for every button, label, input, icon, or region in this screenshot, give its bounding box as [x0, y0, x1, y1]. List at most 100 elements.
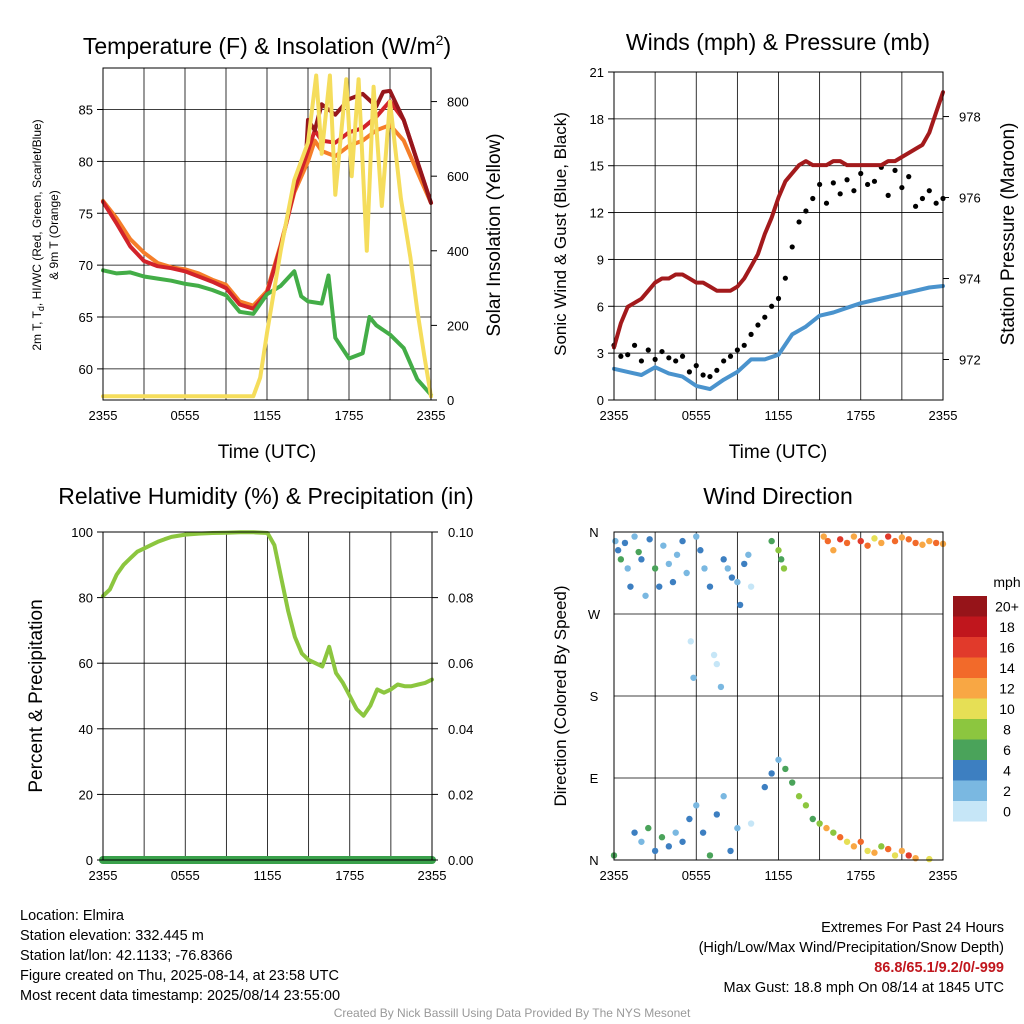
direction-point: [720, 556, 727, 563]
direction-point: [697, 547, 704, 554]
gust-point: [769, 303, 775, 309]
gust-point: [906, 174, 912, 180]
direction-point: [679, 838, 686, 845]
direction-point: [891, 852, 899, 859]
direction-point: [638, 838, 645, 845]
speed-legend-swatch: [953, 637, 987, 658]
x-tick-label: 0555: [682, 408, 711, 423]
temperature-ticks: 2355 0555 1155 1755 2355 60 65 70 75 80 85 0 200 400 6…: [79, 95, 469, 423]
direction-point: [720, 793, 727, 800]
y-tick-label: 21: [590, 65, 604, 80]
gust-point: [707, 373, 713, 380]
speed-legend-swatch: [953, 739, 987, 760]
direction-point: [687, 638, 694, 645]
extremes-subtitle: (High/Low/Max Wind/Precipitation/Snow De…: [698, 940, 1004, 956]
gust-point: [734, 347, 740, 353]
direction-point: [631, 533, 638, 540]
gust-point: [919, 195, 926, 202]
direction-point: [761, 783, 768, 791]
gust-point: [803, 208, 809, 214]
direction-point: [673, 551, 681, 558]
direction-point: [724, 565, 731, 572]
y2-tick-label: 972: [959, 353, 981, 368]
direction-point: [651, 847, 659, 855]
direction-point: [706, 583, 714, 590]
direction-point: [850, 843, 858, 850]
humidity-ticks: 2355 0555 1155 1755 23550204060801000.000.02…: [71, 525, 473, 883]
station-latlon: Station lat/lon: 42.1133; -76.8366: [20, 948, 233, 964]
direction-point: [747, 820, 755, 827]
gust-point: [810, 195, 816, 202]
direction-point: [789, 779, 796, 786]
x-tick-label: 1755: [335, 408, 364, 423]
temperature-series: [101, 73, 433, 399]
winds-title: Winds (mph) & Pressure (mb): [626, 29, 930, 55]
direction-point: [891, 537, 899, 545]
x-tick-label: 1155: [765, 868, 793, 883]
series-line: [101, 73, 433, 399]
direction-point: [658, 834, 666, 841]
humidity-panel: Relative Humidity (%) & Precipitation (i…: [26, 483, 474, 883]
gust-point: [837, 191, 843, 197]
temperature-gridlines: [102, 68, 432, 400]
speed-legend-label: 14: [999, 660, 1015, 676]
direction-point: [614, 547, 622, 554]
series-line: [101, 530, 434, 718]
direction-point: [878, 843, 885, 850]
direction-point: [843, 539, 851, 547]
y-tick-label: 70: [79, 258, 93, 273]
direction-point: [857, 838, 864, 845]
y-tick-label: 20: [79, 787, 93, 802]
direction-point: [926, 855, 933, 863]
direction-point: [912, 539, 919, 547]
direction-point: [884, 845, 892, 853]
direction-point: [898, 847, 906, 855]
winds-y-label: Sonic Wind & Gust (Blue, Black): [551, 112, 570, 356]
direction-point: [816, 820, 823, 827]
speed-legend-swatch: [953, 596, 987, 617]
direction-point: [905, 852, 912, 859]
gust-point: [775, 295, 782, 302]
wind-direction-y-label: Direction (Colored By Speed): [551, 585, 570, 806]
direction-point: [713, 660, 721, 668]
gust-point: [686, 369, 692, 375]
direction-point: [638, 556, 645, 563]
direction-point: [717, 683, 725, 691]
gust-point: [844, 177, 850, 183]
extremes-title: Extremes For Past 24 Hours: [821, 920, 1004, 936]
direction-point: [683, 569, 690, 577]
x-tick-label: 2355: [417, 408, 446, 423]
temperature-x-label: Time (UTC): [218, 442, 317, 463]
direction-point: [768, 770, 775, 777]
gust-point: [741, 342, 747, 348]
y2-tick-label: 600: [447, 169, 469, 184]
direction-point: [830, 547, 837, 554]
direction-point: [665, 560, 673, 568]
direction-point: [679, 537, 686, 545]
wind-direction-points: [610, 533, 947, 863]
y-tick-label: 85: [79, 103, 93, 118]
y-tick-label: 0: [597, 393, 604, 408]
direction-point: [672, 829, 679, 836]
wind-direction-plot-frame: [613, 531, 944, 861]
x-tick-label: 2355: [89, 408, 118, 423]
credit-line: Created By Nick Bassill Using Data Provi…: [333, 1006, 691, 1020]
speed-legend-label: 0: [1003, 803, 1011, 819]
speed-legend-swatch: [953, 801, 987, 822]
gust-point: [885, 192, 891, 198]
gust-point: [659, 348, 665, 355]
direction-point: [727, 847, 734, 855]
humidity-plot-frame: [102, 531, 433, 861]
direction-point: [795, 793, 803, 800]
direction-point: [809, 815, 816, 823]
gust-point: [631, 342, 638, 348]
x-tick-label: 2355: [929, 868, 958, 883]
y-tick-label: E: [590, 771, 599, 786]
direction-point: [802, 802, 810, 809]
direction-point: [830, 829, 837, 836]
temperature-title: Temperature (F) & Insolation (W/m2): [83, 32, 451, 59]
gust-point: [645, 347, 651, 353]
direction-point: [919, 541, 926, 548]
x-tick-label: 2355: [89, 868, 118, 883]
